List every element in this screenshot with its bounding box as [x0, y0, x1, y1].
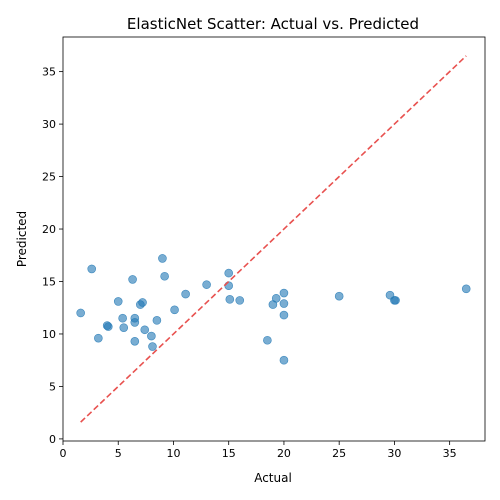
x-axis: 0 5 10 15 20 25 30 35: [60, 441, 457, 460]
x-tick-label-25: 25: [332, 447, 346, 460]
data-point-1: [76, 308, 85, 318]
data-point-38: [391, 296, 400, 305]
x-tick-label-5: 5: [115, 447, 122, 460]
data-point-35: [334, 291, 344, 301]
data-point-31: [279, 288, 289, 298]
data-point-3: [94, 333, 103, 343]
data-point-16: [147, 331, 156, 341]
y-tick-label-25: 25: [42, 171, 56, 184]
chart-title: ElasticNet Scatter: Actual vs. Predicted: [127, 15, 419, 33]
data-point-25: [224, 281, 234, 290]
data-point-12: [130, 337, 140, 346]
data-point-7: [118, 313, 127, 323]
data-point-6: [113, 297, 123, 306]
reference-line: [80, 55, 467, 423]
data-point-9: [128, 275, 137, 284]
data-point-14: [138, 298, 147, 307]
data-point-34: [279, 355, 289, 365]
data-point-8: [119, 323, 129, 332]
data-point-24: [224, 268, 234, 278]
x-tick-label-0: 0: [60, 447, 67, 460]
data-point-22: [181, 289, 190, 299]
data-point-15: [140, 325, 150, 335]
data-point-21: [170, 305, 179, 315]
data-point-11: [130, 318, 140, 327]
data-point-23: [202, 280, 211, 289]
plot-area: [76, 55, 471, 423]
data-point-28: [263, 335, 272, 345]
x-tick-label-20: 20: [277, 447, 291, 460]
y-tick-label-10: 10: [42, 328, 56, 341]
x-axis-label: Actual: [254, 471, 292, 485]
y-axis-label: Predicted: [15, 211, 29, 267]
data-point-39: [461, 284, 471, 294]
data-point-26: [225, 295, 235, 304]
y-tick-label-0: 0: [49, 433, 56, 446]
y-tick-label-15: 15: [42, 275, 56, 288]
data-point-33: [279, 310, 289, 320]
data-point-32: [279, 299, 289, 308]
data-point-30: [271, 293, 281, 303]
y-tick-label-5: 5: [49, 380, 56, 393]
data-point-2: [87, 264, 97, 274]
plot-frame: [62, 36, 486, 442]
x-tick-label-15: 15: [222, 447, 236, 460]
y-tick-label-35: 35: [42, 66, 56, 79]
x-tick-label-30: 30: [387, 447, 401, 460]
data-point-18: [152, 316, 162, 325]
y-tick-label-30: 30: [42, 118, 56, 131]
data-point-19: [158, 254, 167, 263]
x-tick-label-35: 35: [443, 447, 457, 460]
data-point-27: [235, 296, 245, 305]
x-tick-label-10: 10: [166, 447, 180, 460]
y-tick-label-20: 20: [42, 223, 56, 236]
data-point-5: [103, 322, 113, 331]
data-point-20: [160, 271, 169, 281]
y-axis: 0 5 10 15 20 25 30 35: [42, 66, 63, 446]
data-point-17: [148, 342, 157, 351]
